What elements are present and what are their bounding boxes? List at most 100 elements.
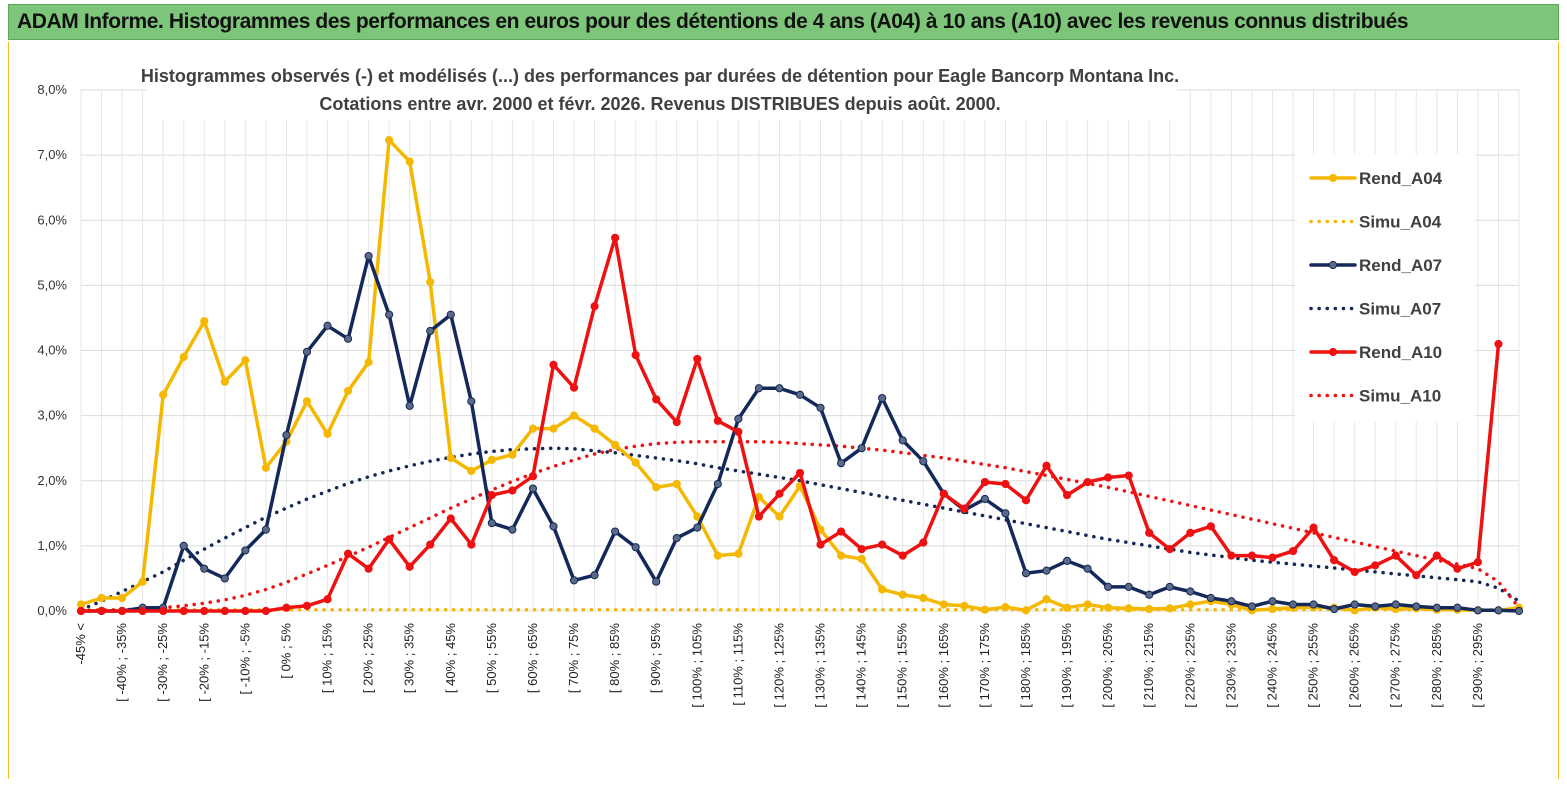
data-point [200,317,209,326]
series-rend-a10 [76,233,1503,616]
data-point [631,543,640,552]
x-tick-label: [ -20% ; -15% [196,623,211,702]
histogram-chart: 0,0% 1,0% 2,0% 3,0% 4,0% 5,0% 6,0% 7,0% 8,0% -45… [37,60,1524,708]
data-point [1432,603,1441,612]
data-point [775,384,784,393]
data-point [1001,509,1010,518]
data-point [775,489,784,498]
data-point [1165,582,1174,592]
data-point [1206,593,1215,603]
data-point [713,551,722,560]
data-point [816,403,825,412]
x-tick-label: [ 150% ; 155% [895,623,910,708]
series-simu-a07 [79,446,1521,612]
data-point [1288,546,1298,556]
data-point [117,593,127,603]
data-point [652,577,661,586]
data-point [1514,606,1524,616]
x-tick-label: [ 120% ; 125% [771,623,786,708]
data-point [775,512,784,521]
data-point [1186,587,1195,596]
legend-item: Simu_A07 [1309,300,1441,319]
data-point [1083,600,1092,609]
data-point [980,605,989,614]
data-point [1412,602,1421,611]
x-axis: -45% < [ -40% ; -35% [ -30% ; -25% [ -20% ;… [73,623,1485,708]
x-tick-label: [ 140% ; 145% [854,623,869,708]
title-background [147,60,1177,120]
data-point [857,554,866,564]
chart-frame: 0,0% 1,0% 2,0% 3,0% 4,0% 5,0% 6,0% 7,0% 8,0% -45… [8,42,1559,779]
y-tick-label: 5,0% [37,277,67,292]
legend-marker [1328,347,1338,357]
data-point [590,424,599,433]
data-point [1453,603,1462,612]
data-point [960,601,969,610]
data-point [693,354,702,364]
x-tick-label: [ 110% ; 115% [730,623,745,706]
data-point [528,472,538,481]
data-point [76,606,86,616]
y-tick-label: 1,0% [37,538,67,553]
data-point [960,504,969,513]
data-point [179,606,188,616]
data-point [343,386,353,395]
data-point [672,418,681,427]
data-point [1186,600,1195,609]
data-point [220,606,229,616]
data-point [220,574,229,583]
legend-marker [1328,173,1338,183]
data-point [1165,604,1174,613]
series-rend-a07 [76,251,1524,616]
data-point [446,310,455,319]
data-point [1391,600,1400,609]
data-point [364,564,373,573]
data-point [1062,490,1072,500]
data-point [1371,602,1380,611]
x-tick-label: [ 220% ; 225% [1182,623,1197,708]
data-point [364,358,373,367]
x-tick-label: [ 270% ; 275% [1388,623,1403,708]
data-point [138,577,147,586]
data-point [878,540,887,549]
data-point [672,533,681,543]
data-point [631,458,640,467]
x-tick-label: [ 70% ; 75% [566,623,581,694]
chart-subtitle: Cotations entre avr. 2000 et févr. 2026.… [319,94,1000,114]
data-point [97,606,106,616]
x-tick-label: [ 60% ; 65% [525,623,540,694]
data-point [261,525,270,534]
legend-item: Simu_A04 [1309,213,1442,232]
report-title: ADAM Informe. Histogrammes des performan… [17,10,1409,33]
data-point [878,585,887,594]
data-point [159,390,168,399]
legend-background [1295,154,1475,422]
x-tick-label: [ 280% ; 285% [1429,623,1444,708]
data-point [919,457,928,466]
data-point [569,383,579,392]
data-point [754,384,764,393]
data-point [426,326,435,336]
data-point [467,466,476,476]
x-tick-label: [ 290% ; 295% [1470,623,1485,708]
data-point [1288,600,1298,609]
data-point [713,479,722,489]
data-point [1330,604,1339,614]
legend-label: Simu_A10 [1359,387,1441,406]
data-point [1268,553,1277,562]
x-tick-label: [ 160% ; 165% [936,623,951,708]
data-point [261,606,270,616]
data-point [241,606,250,616]
data-point [1473,558,1483,567]
data-point [919,593,928,603]
legend-marker [1328,260,1338,270]
x-tick-label: [ 250% ; 255% [1306,623,1321,708]
data-point [795,468,805,478]
data-point [220,377,229,386]
data-point [652,395,661,404]
data-point [672,479,681,489]
x-tick-label: [ -10% ; -5% [237,623,252,695]
data-point [487,490,496,500]
data-point [898,590,907,599]
data-point [508,525,517,534]
